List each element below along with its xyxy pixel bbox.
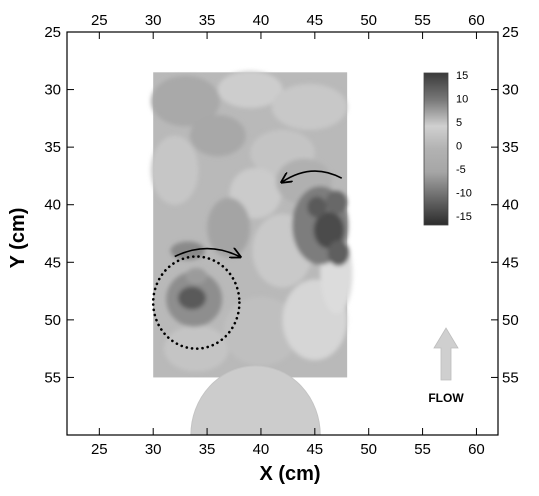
x-tick-label-bottom-5: 50 <box>360 441 377 458</box>
y-tick-label-right-4: 45 <box>502 254 519 271</box>
y-tick-label-right-6: 55 <box>502 369 519 386</box>
contour-field <box>151 71 353 378</box>
x-tick-label-bottom-0: 25 <box>91 441 108 458</box>
y-tick-label-left-5: 50 <box>44 312 61 329</box>
flow-features <box>151 170 343 350</box>
field-texture <box>151 71 353 372</box>
x-tick-label-bottom-1: 30 <box>145 441 162 458</box>
y-tick-label-right-3: 40 <box>502 197 519 214</box>
x-tick-label-bottom-6: 55 <box>414 441 431 458</box>
field-patch-16 <box>307 196 327 218</box>
x-tick-label-top-2: 35 <box>199 12 216 29</box>
field-patch-22 <box>185 268 208 285</box>
colorbar-tick-label-3: 0 <box>456 141 462 153</box>
x-tick-label-top-0: 25 <box>91 12 108 29</box>
field-patch-20 <box>177 286 206 310</box>
counterclockwise-arrow-icon <box>283 170 343 182</box>
colorbar-ticks: 15 10 5 0 -5 -10 -15 <box>456 70 472 223</box>
field-patch-17 <box>325 190 348 214</box>
x-tick-label-top-3: 40 <box>253 12 270 29</box>
x-tick-label-top-1: 30 <box>145 12 162 29</box>
y-axis-label: Y (cm) <box>7 208 29 269</box>
flow-indicator: FLOW <box>428 327 464 405</box>
x-tick-label-top-4: 45 <box>306 12 323 29</box>
colorbar-tick-label-6: -15 <box>456 211 472 223</box>
y-tick-label-left-3: 40 <box>44 197 61 214</box>
vortex-dotted-circle <box>151 255 241 350</box>
y-tick-label-right-1: 30 <box>502 82 519 99</box>
field-patch-15 <box>313 211 344 249</box>
colorbar-tick-label-0: 15 <box>456 70 468 82</box>
field-patch-10 <box>223 296 299 366</box>
flow-label: FLOW <box>428 391 464 405</box>
colorbar: 15 10 5 0 -5 -10 -15 <box>423 70 472 226</box>
field-patch-7 <box>207 197 251 258</box>
field-patch-3 <box>189 114 246 157</box>
y-tick-label-left-1: 30 <box>44 82 61 99</box>
x-tick-label-top-5: 50 <box>360 12 377 29</box>
plot-frame <box>66 31 499 436</box>
cylinder-obstacle <box>190 365 321 436</box>
flow-arrow-icon <box>433 327 459 381</box>
colorbar-tick-label-5: -10 <box>456 188 472 200</box>
y-tick-label-left-0: 25 <box>44 24 61 41</box>
x-tick-label-top-6: 55 <box>414 12 431 29</box>
field-patch-0 <box>151 75 221 127</box>
x-tick-label-bottom-4: 45 <box>306 441 323 458</box>
x-tick-label-top-7: 60 <box>468 12 485 29</box>
y-tick-label-right-0: 25 <box>502 24 519 41</box>
y-tick-label-right-5: 50 <box>502 312 519 329</box>
x-tick-label-bottom-2: 35 <box>199 441 216 458</box>
colorbar-tick-label-2: 5 <box>456 117 462 129</box>
colorbar-tick-label-1: 10 <box>456 94 468 106</box>
y-tick-label-left-6: 55 <box>44 369 61 386</box>
colorbar-tick-label-4: -5 <box>456 164 466 176</box>
clockwise-arrow-icon <box>174 249 240 257</box>
obstacle-semicircle <box>190 365 321 436</box>
field-patch-1 <box>217 71 283 108</box>
field-patch-5 <box>151 135 199 205</box>
x-tick-label-bottom-7: 60 <box>468 441 485 458</box>
y-tick-label-left-2: 35 <box>44 139 61 156</box>
x-tick-label-bottom-3: 40 <box>253 441 270 458</box>
x-axis-label: X (cm) <box>259 463 320 485</box>
y-tick-label-right-2: 35 <box>502 139 519 156</box>
colorbar-gradient <box>423 72 449 226</box>
field-patch-18 <box>327 240 350 266</box>
field-patch-2 <box>271 83 348 130</box>
y-tick-label-left-4: 45 <box>44 254 61 271</box>
